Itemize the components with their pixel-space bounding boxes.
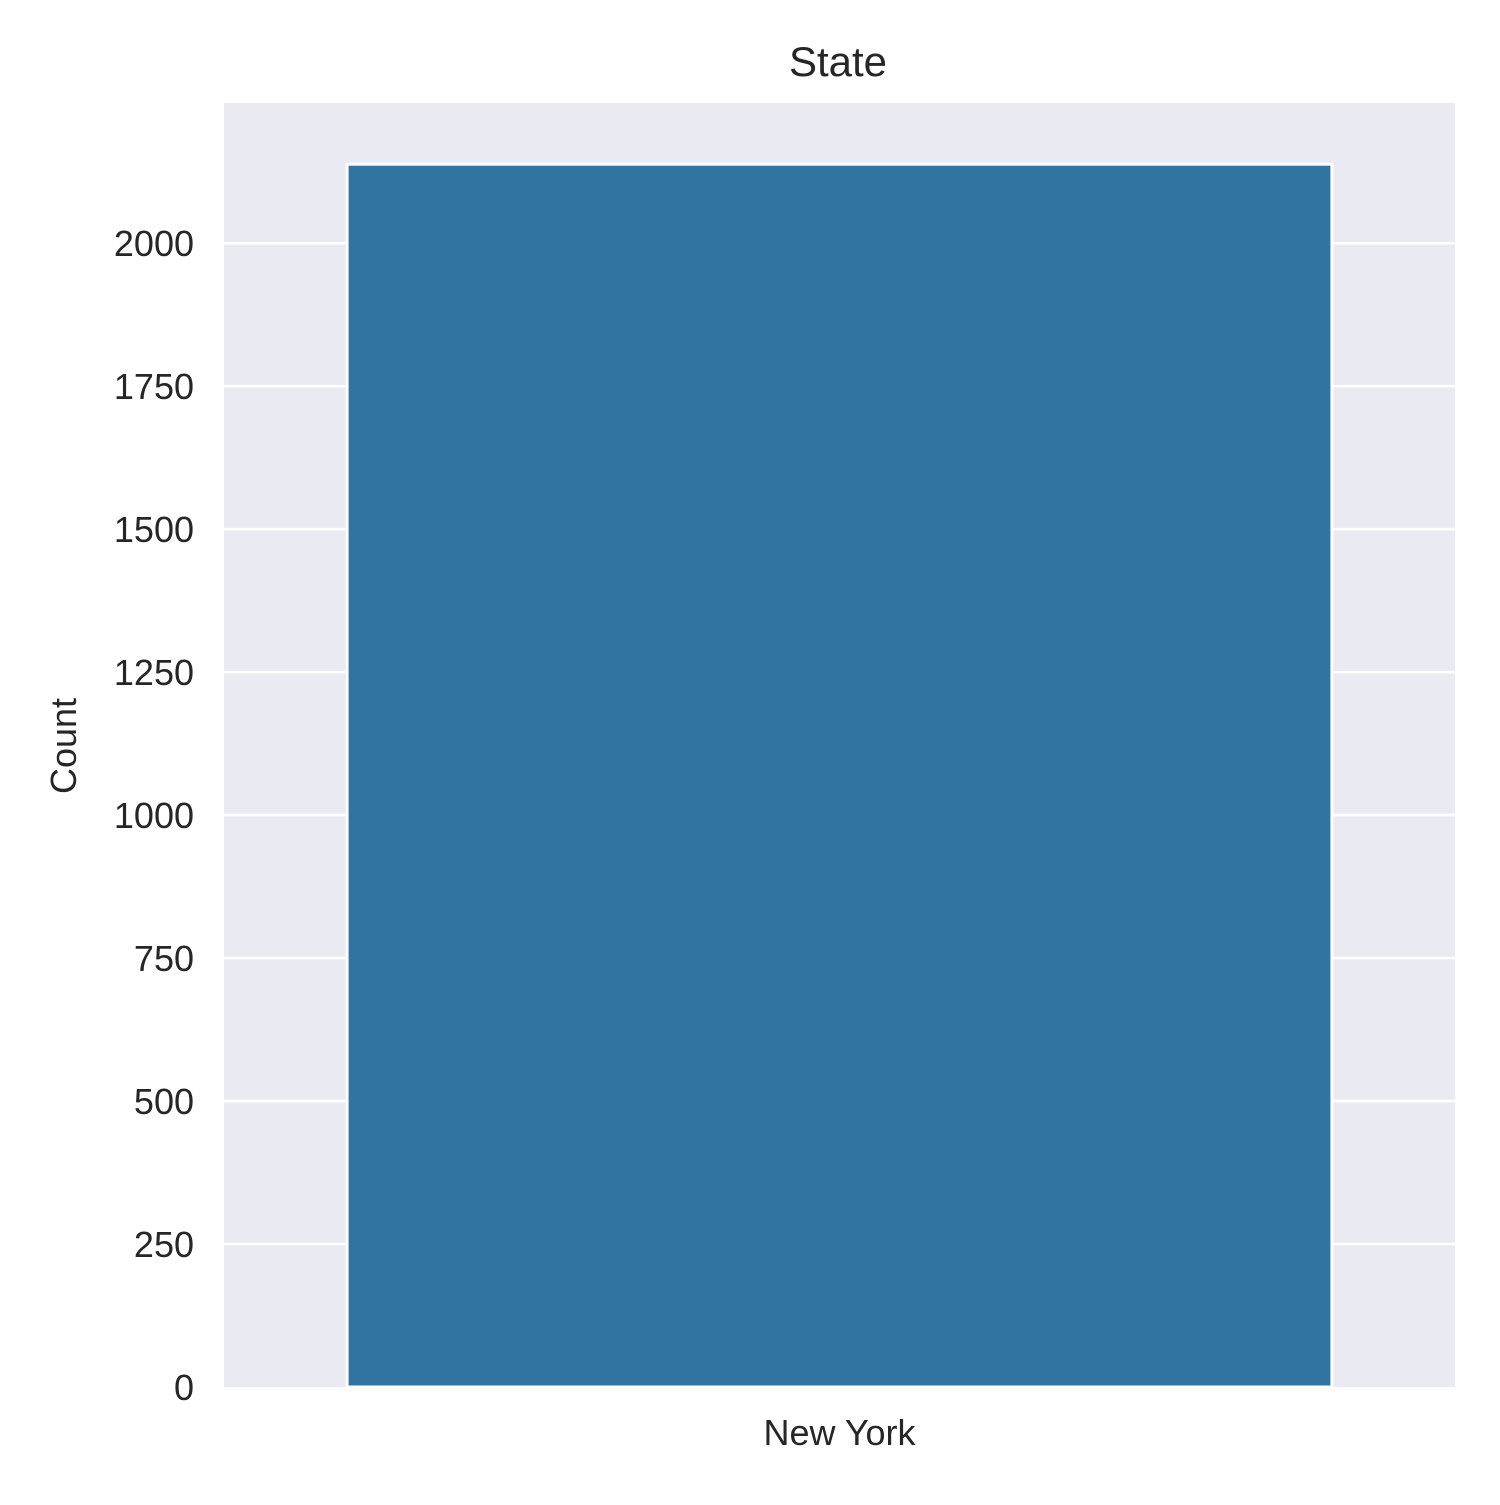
- y-tick-label: 250: [134, 1224, 194, 1265]
- y-axis-ticks: 0 250 500 750 1000 1250 1500 1750 2000: [114, 223, 194, 1408]
- y-tick-label: 1750: [114, 366, 194, 407]
- y-tick-label: 500: [134, 1081, 194, 1122]
- bar: [345, 162, 1334, 1389]
- plot-area: [224, 103, 1455, 1389]
- y-tick-label: 1000: [114, 795, 194, 836]
- y-tick-label: 2000: [114, 223, 194, 264]
- y-tick-label: 1500: [114, 509, 194, 550]
- y-tick-label: 1250: [114, 652, 194, 693]
- y-tick-label: 750: [134, 938, 194, 979]
- x-tick-label: New York: [763, 1412, 916, 1453]
- y-axis-label: Count: [43, 698, 84, 794]
- x-axis-ticks: New York: [763, 1412, 916, 1453]
- y-tick-label: 0: [174, 1367, 194, 1408]
- bars: [345, 162, 1334, 1389]
- chart-title: State: [789, 38, 887, 85]
